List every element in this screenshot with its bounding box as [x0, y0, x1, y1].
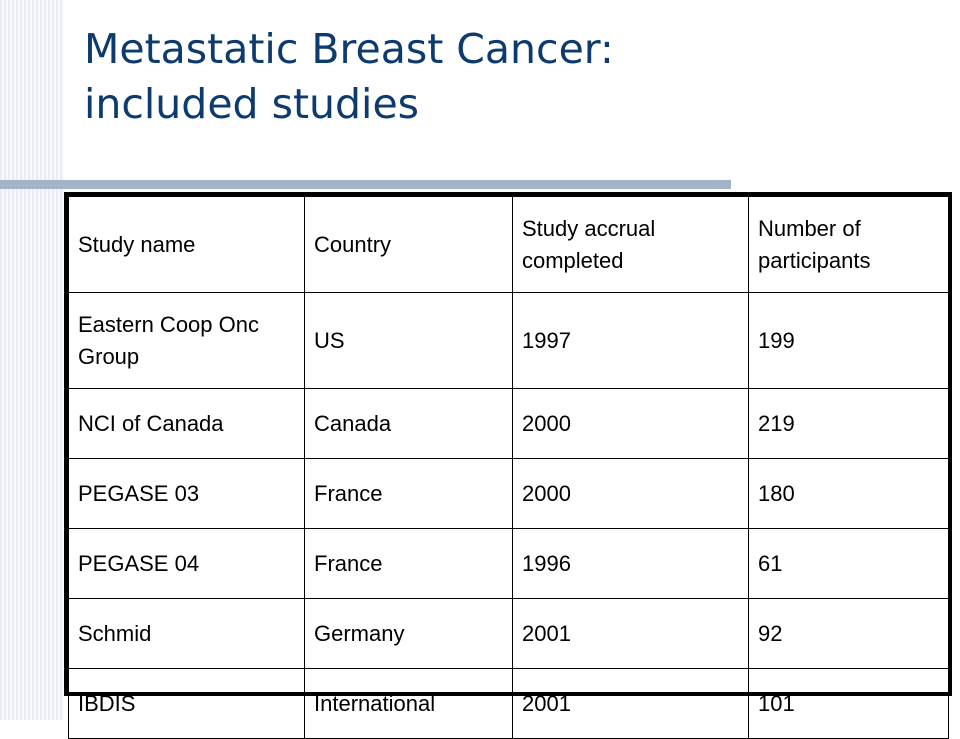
table-row: PEGASE 03 France 2000 180 [68, 458, 949, 529]
cell-country: France [304, 458, 513, 529]
slide-title: Metastatic Breast Cancer: included studi… [84, 22, 614, 132]
cell-accrual-year: 2000 [512, 458, 749, 529]
cell-study-name: Schmid [68, 598, 305, 669]
studies-table-frame: Study name Country Study accrual complet… [64, 192, 952, 739]
cell-country: Germany [304, 598, 513, 669]
slide-title-line-2: included studies [84, 80, 420, 128]
cell-study-name: Eastern Coop Onc Group [68, 292, 305, 389]
cell-country: International [304, 668, 513, 739]
cell-accrual-year: 2001 [512, 598, 749, 669]
header-country: Country [304, 196, 513, 293]
cell-participants: 61 [748, 528, 949, 599]
studies-table: Study name Country Study accrual complet… [68, 196, 949, 739]
header-accrual-completed: Study accrual completed [512, 196, 749, 293]
cell-participants: 219 [748, 388, 949, 459]
cell-study-name: PEGASE 03 [68, 458, 305, 529]
table-row: Eastern Coop Onc Group US 1997 199 [68, 292, 949, 389]
cell-accrual-year: 2000 [512, 388, 749, 459]
cell-participants: 92 [748, 598, 949, 669]
cell-study-name: IBDIS [68, 668, 305, 739]
cell-country: France [304, 528, 513, 599]
table-row: NCI of Canada Canada 2000 219 [68, 388, 949, 459]
table-row: Schmid Germany 2001 92 [68, 598, 949, 669]
cell-study-name: NCI of Canada [68, 388, 305, 459]
cell-country: US [304, 292, 513, 389]
cell-participants: 180 [748, 458, 949, 529]
cell-participants: 101 [748, 668, 949, 739]
cell-accrual-year: 1996 [512, 528, 749, 599]
slide-title-line-1: Metastatic Breast Cancer: [84, 25, 614, 73]
table-row: IBDIS International 2001 101 [68, 668, 949, 739]
header-study-name: Study name [68, 196, 305, 293]
cell-country: Canada [304, 388, 513, 459]
decorative-stripes [0, 0, 64, 720]
cell-accrual-year: 2001 [512, 668, 749, 739]
title-underline [0, 180, 731, 189]
cell-participants: 199 [748, 292, 949, 389]
cell-accrual-year: 1997 [512, 292, 749, 389]
header-participants: Number of participants [748, 196, 949, 293]
table-row: PEGASE 04 France 1996 61 [68, 528, 949, 599]
table-header-row: Study name Country Study accrual complet… [68, 196, 949, 293]
cell-study-name: PEGASE 04 [68, 528, 305, 599]
